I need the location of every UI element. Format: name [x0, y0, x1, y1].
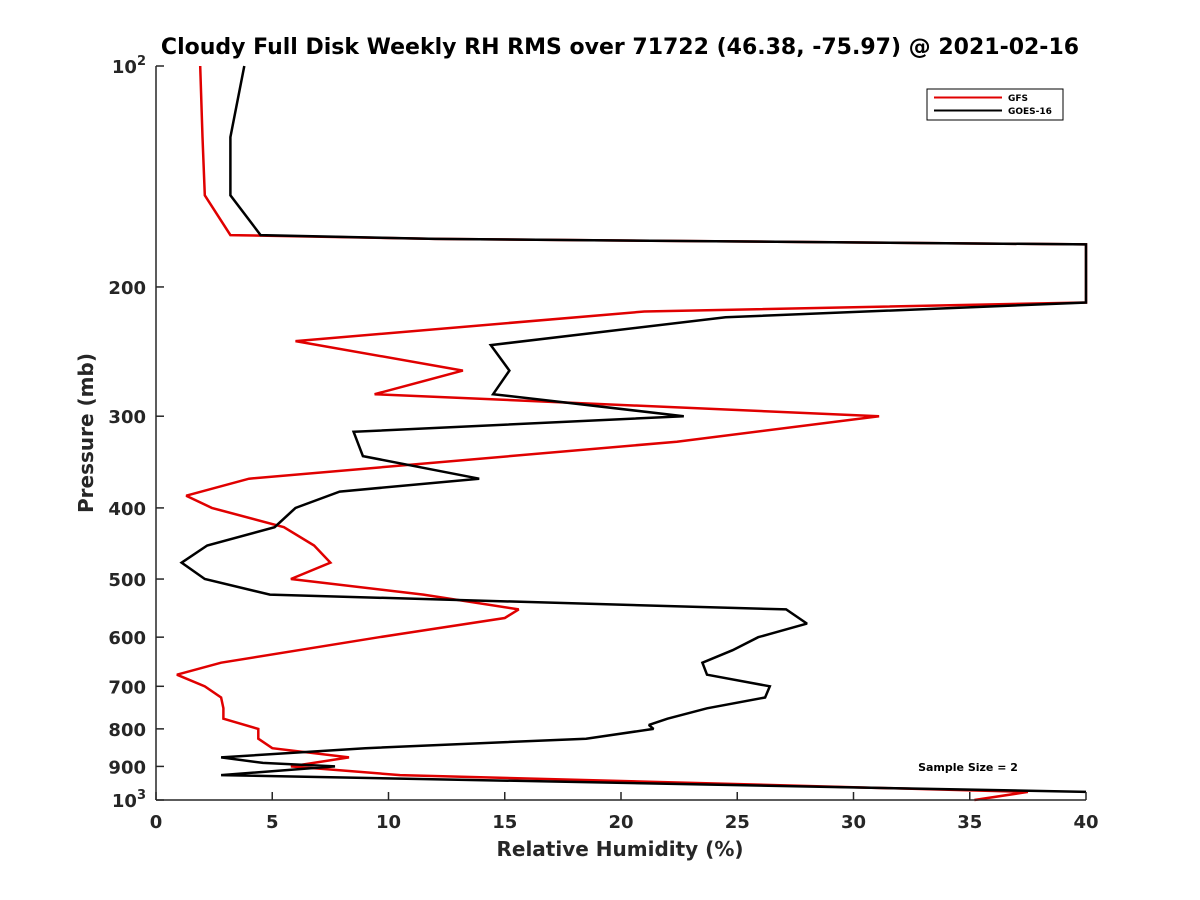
y-tick-label: 600	[108, 628, 146, 649]
legend-box	[926, 88, 1064, 121]
y-tick-label: 400	[108, 499, 146, 520]
y-tick-label: 103	[112, 788, 146, 812]
y-tick-label: 200	[108, 278, 146, 299]
x-tick-label: 10	[376, 812, 401, 833]
series-line-goes-16	[179, 65, 1088, 794]
x-tick-label: 40	[1073, 812, 1098, 833]
x-tick-label: 30	[841, 812, 866, 833]
ticks-layer: 0 5 10 15 20 25 30 35 40 102 200 300 400 500 600 700 800…	[108, 54, 1098, 833]
legend-gfs-label: GFS	[1008, 94, 1028, 104]
x-tick-label: 25	[725, 812, 750, 833]
y-tick-label: 500	[108, 570, 146, 591]
y-axis-label: Pressure (mb)	[74, 353, 98, 513]
sample-size-annotation: Sample Size = 2	[918, 761, 1018, 774]
legend-goes-label: GOES-16	[1008, 107, 1052, 117]
x-tick-label: 15	[492, 812, 517, 833]
x-tick-label: 5	[266, 812, 279, 833]
x-axis-label: Relative Humidity (%)	[496, 837, 743, 861]
x-tick-label: 0	[150, 812, 163, 833]
y-tick-label: 700	[108, 677, 146, 698]
series-layer	[176, 65, 1088, 802]
x-tick-label: 20	[608, 812, 633, 833]
x-tick-label: 35	[957, 812, 982, 833]
y-tick-label: 300	[108, 407, 146, 428]
y-tick-label: 900	[108, 757, 146, 778]
y-tick-label: 800	[108, 720, 146, 741]
chart-title: Cloudy Full Disk Weekly RH RMS over 7172…	[161, 35, 1079, 60]
legend: GFS GOES-16	[926, 88, 1064, 121]
y-tick-label: 102	[112, 54, 146, 78]
